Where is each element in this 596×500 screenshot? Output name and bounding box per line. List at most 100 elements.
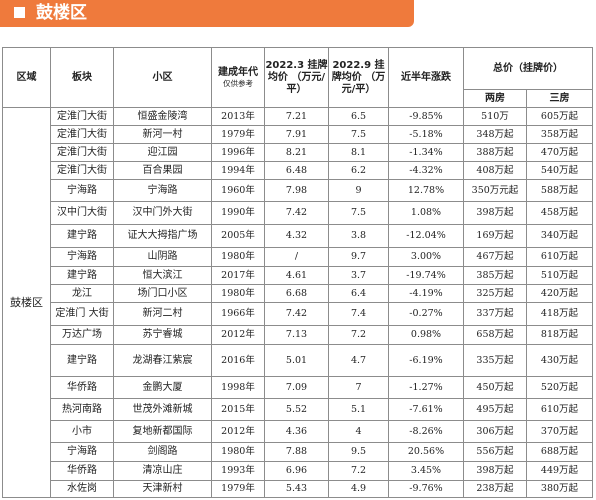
cell-price-2022-3: 7.98 xyxy=(264,179,329,202)
cell-two-room: 450万起 xyxy=(463,376,527,399)
cell-price-2022-3: 4.36 xyxy=(264,420,329,443)
cell-change: -0.27% xyxy=(388,302,464,326)
cell-two-room: 350万元起 xyxy=(463,179,527,202)
cell-two-room: 388万起 xyxy=(463,143,527,162)
cell-two-room: 398万起 xyxy=(463,201,527,225)
cell-price-2022-9: 3.8 xyxy=(328,224,389,248)
cell-change: -12.04% xyxy=(388,224,464,248)
cell-three-room: 610万起 xyxy=(526,247,593,267)
cell-change: -4.32% xyxy=(388,161,464,180)
cell-year: 1966年 xyxy=(211,302,265,326)
section-banner: 鼓楼区 xyxy=(0,0,414,27)
table-row: 宁海路 剑阁路 1980年 7.88 9.5 20.56% 556万起 688万起 xyxy=(3,442,593,462)
cell-three-room: 540万起 xyxy=(526,161,593,180)
cell-block: 宁海路 xyxy=(50,247,114,267)
cell-year: 1980年 xyxy=(211,247,265,267)
cell-three-room: 470万起 xyxy=(526,143,593,162)
cell-change: -19.74% xyxy=(388,266,464,285)
header-year: 建成年代 仅供参考 xyxy=(211,47,265,108)
header-three-room: 三房 xyxy=(526,89,593,108)
table-row: 定淮门大街 迎江园 1996年 8.21 8.1 -1.34% 388万起 470万起 xyxy=(3,143,593,162)
cell-change: 3.45% xyxy=(388,461,464,481)
cell-two-room: 510万 xyxy=(463,107,527,126)
table-row: 龙江 场门口小区 1980年 6.68 6.4 -4.19% 325万起 420万起 xyxy=(3,284,593,303)
cell-block: 小市 xyxy=(50,420,114,443)
cell-community: 场门口小区 xyxy=(113,284,212,303)
cell-community: 迎江园 xyxy=(113,143,212,162)
cell-community: 复地新都国际 xyxy=(113,420,212,443)
cell-two-room: 335万起 xyxy=(463,344,527,377)
cell-price-2022-9: 7.4 xyxy=(328,302,389,326)
cell-three-room: 688万起 xyxy=(526,442,593,462)
cell-price-2022-9: 6.2 xyxy=(328,161,389,180)
header-price-2022-3: 2022.3 挂牌均价 （万元/平） xyxy=(264,47,329,108)
cell-price-2022-9: 7.5 xyxy=(328,125,389,144)
cell-two-room: 306万起 xyxy=(463,420,527,443)
cell-price-2022-3: 6.96 xyxy=(264,461,329,481)
cell-community: 汉中门外大街 xyxy=(113,201,212,225)
cell-community: 世茂外滩新城 xyxy=(113,398,212,421)
cell-price-2022-3: 4.32 xyxy=(264,224,329,248)
cell-block: 定淮门大街 xyxy=(50,161,114,180)
cell-year: 1979年 xyxy=(211,480,265,498)
table-row: 定淮门大街 百合果园 1994年 6.48 6.2 -4.32% 408万起 540万起 xyxy=(3,161,593,180)
cell-community: 天津新村 xyxy=(113,480,212,498)
cell-two-room: 238万起 xyxy=(463,480,527,498)
cell-year: 1998年 xyxy=(211,376,265,399)
cell-three-room: 340万起 xyxy=(526,224,593,248)
cell-change: -1.27% xyxy=(388,376,464,399)
cell-two-room: 337万起 xyxy=(463,302,527,326)
cell-three-room: 370万起 xyxy=(526,420,593,443)
cell-year: 2017年 xyxy=(211,266,265,285)
table-row: 万达广场 苏宁睿城 2012年 7.13 7.2 0.98% 658万起 818万起 xyxy=(3,325,593,345)
cell-two-room: 556万起 xyxy=(463,442,527,462)
table-row: 华侨路 金鹏大厦 1998年 7.09 7 -1.27% 450万起 520万起 xyxy=(3,376,593,399)
cell-year: 1993年 xyxy=(211,461,265,481)
cell-price-2022-9: 7.5 xyxy=(328,201,389,225)
cell-three-room: 420万起 xyxy=(526,284,593,303)
table-row: 小市 复地新都国际 2012年 4.36 4 -8.26% 306万起 370万起 xyxy=(3,420,593,443)
cell-price-2022-3: 7.09 xyxy=(264,376,329,399)
cell-price-2022-9: 7 xyxy=(328,376,389,399)
cell-year: 1980年 xyxy=(211,442,265,462)
cell-two-room: 385万起 xyxy=(463,266,527,285)
cell-block: 定淮门大街 xyxy=(50,107,114,126)
cell-price-2022-9: 5.1 xyxy=(328,398,389,421)
cell-community: 恒大滨江 xyxy=(113,266,212,285)
cell-year: 2012年 xyxy=(211,420,265,443)
cell-change: 3.00% xyxy=(388,247,464,267)
cell-two-room: 467万起 xyxy=(463,247,527,267)
cell-block: 热河南路 xyxy=(50,398,114,421)
cell-block: 宁海路 xyxy=(50,179,114,202)
cell-three-room: 430万起 xyxy=(526,344,593,377)
cell-two-room: 348万起 xyxy=(463,125,527,144)
header-two-room: 两房 xyxy=(463,89,527,108)
cell-community: 山阴路 xyxy=(113,247,212,267)
cell-block: 建宁路 xyxy=(50,224,114,248)
header-block: 板块 xyxy=(50,47,114,108)
cell-block: 定淮门大街 xyxy=(50,143,114,162)
table-body: 鼓楼区 定淮门大街 恒盛金陵湾 2013年 7.21 6.5 -9.85% 510万 605万起… xyxy=(2,107,593,498)
table-row: 水佐岗 天津新村 1979年 5.43 4.9 -9.76% 238万起 380万起 xyxy=(3,480,593,498)
cell-community: 新河二村 xyxy=(113,302,212,326)
cell-block: 定淮门大街 xyxy=(50,125,114,144)
cell-three-room: 449万起 xyxy=(526,461,593,481)
cell-price-2022-9: 8.1 xyxy=(328,143,389,162)
cell-price-2022-9: 3.7 xyxy=(328,266,389,285)
cell-price-2022-3: 8.21 xyxy=(264,143,329,162)
cell-block: 汉中门大街 xyxy=(50,201,114,225)
cell-three-room: 605万起 xyxy=(526,107,593,126)
cell-change: 1.08% xyxy=(388,201,464,225)
cell-change: -8.26% xyxy=(388,420,464,443)
table-row: 热河南路 世茂外滩新城 2015年 5.52 5.1 -7.61% 495万起 610万起 xyxy=(3,398,593,421)
cell-price-2022-9: 4.9 xyxy=(328,480,389,498)
cell-price-2022-9: 4 xyxy=(328,420,389,443)
cell-block: 定淮门 大街 xyxy=(50,302,114,326)
cell-year: 1979年 xyxy=(211,125,265,144)
cell-change: -5.18% xyxy=(388,125,464,144)
header-total: 总价（挂牌价） xyxy=(463,47,593,90)
cell-year: 1994年 xyxy=(211,161,265,180)
cell-price-2022-3: 7.13 xyxy=(264,325,329,345)
cell-price-2022-9: 9.5 xyxy=(328,442,389,462)
cell-price-2022-3: 4.61 xyxy=(264,266,329,285)
